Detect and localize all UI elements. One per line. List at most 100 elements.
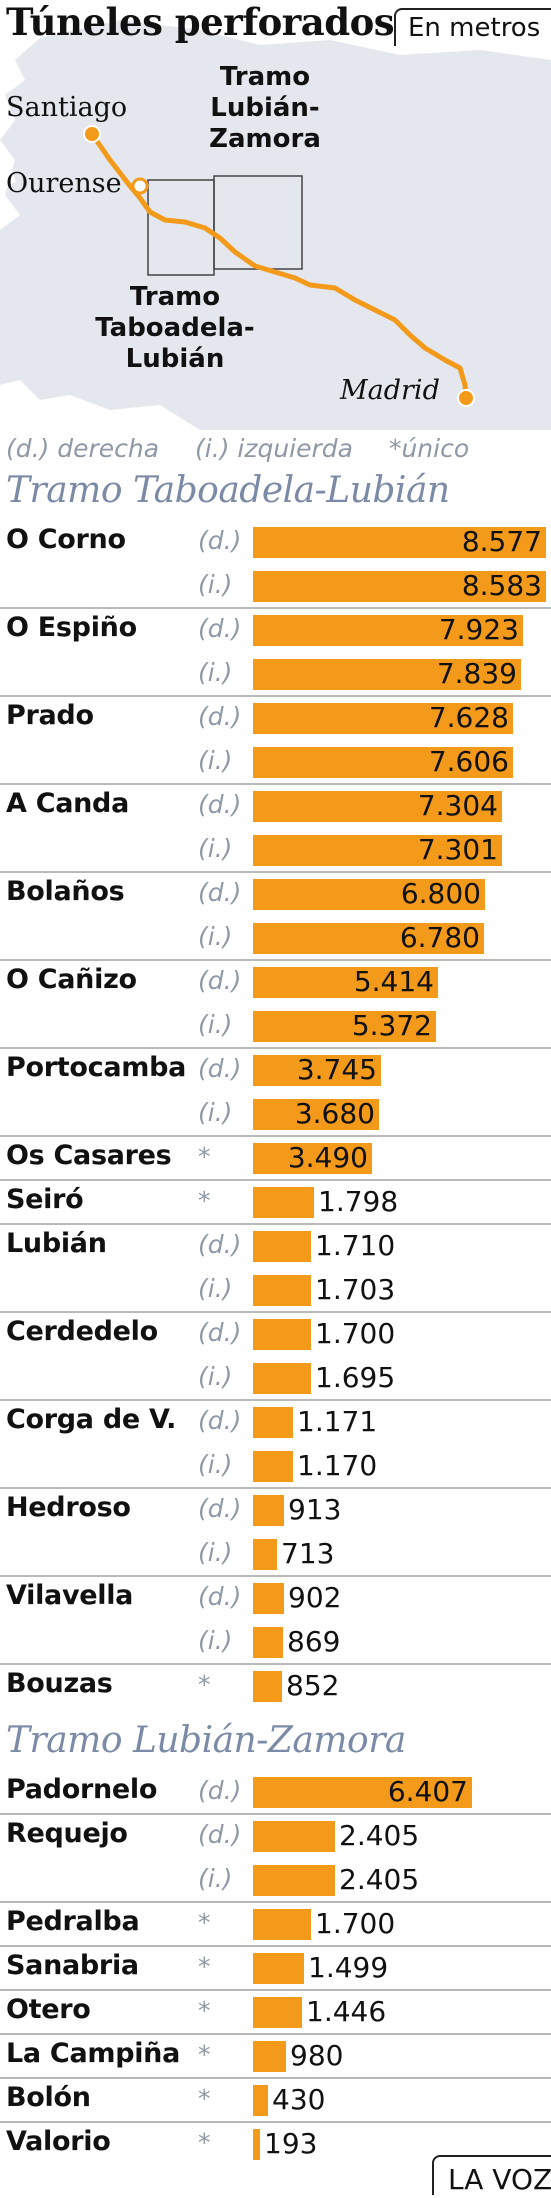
data-label: 2.405 xyxy=(339,1863,420,1896)
tunnel-name: Valorio xyxy=(6,2126,111,2157)
tramo-label-line: Tramo xyxy=(129,282,221,312)
table-row: O Cañizo (d.) 5.414 xyxy=(0,960,551,1004)
table-row: A Canda (d.) 7.304 xyxy=(0,784,551,828)
bar xyxy=(253,1953,304,1984)
bore-side: (d.) xyxy=(198,526,242,555)
table-row: Valorio * 193 xyxy=(0,2122,551,2166)
bore-side: (d.) xyxy=(198,1230,242,1259)
bore-side: * xyxy=(198,1142,211,1171)
row-divider xyxy=(0,607,551,609)
data-label: 8.577 xyxy=(461,525,542,558)
table-row: (i.) 5.372 xyxy=(0,1004,551,1048)
table-row: (i.) 7.606 xyxy=(0,740,551,784)
data-label: 7.606 xyxy=(428,745,509,778)
row-divider xyxy=(0,2033,551,2035)
row-divider xyxy=(0,1945,551,1947)
section-title: Tramo Taboadela-Lubián xyxy=(6,470,450,511)
tramo-label-line: Zamora xyxy=(209,124,321,154)
data-label: 430 xyxy=(272,2083,326,2116)
data-label: 1.499 xyxy=(308,1951,389,1984)
bar xyxy=(253,1319,311,1350)
bore-side: (i.) xyxy=(198,1538,233,1567)
row-divider xyxy=(0,1487,551,1489)
table-row: La Campiña * 980 xyxy=(0,2034,551,2078)
bar xyxy=(253,703,513,734)
table-row: (i.) 1.170 xyxy=(0,1444,551,1488)
bore-side: (d.) xyxy=(198,1406,242,1435)
bar xyxy=(253,967,438,998)
legend: (d.) derecha (i.) izquierda *único xyxy=(6,434,497,463)
tunnel-name: A Canda xyxy=(6,788,129,819)
table-row: (i.) 6.780 xyxy=(0,916,551,960)
section-title: Tramo Lubián-Zamora xyxy=(6,1720,406,1761)
table-row: Sanabria * 1.499 xyxy=(0,1946,551,1990)
table-row: Seiró * 1.798 xyxy=(0,1180,551,1224)
legend-right: (d.) derecha xyxy=(6,434,160,463)
row-divider xyxy=(0,1135,551,1137)
bar xyxy=(253,2129,260,2160)
table-row: Requejo (d.) 2.405 xyxy=(0,1814,551,1858)
row-divider xyxy=(0,1663,551,1665)
bar xyxy=(253,1997,302,2028)
bore-side: (d.) xyxy=(198,1820,242,1849)
data-label: 7.839 xyxy=(436,657,517,690)
bar xyxy=(253,879,485,910)
city-dot-madrid xyxy=(457,389,475,407)
row-divider xyxy=(0,1223,551,1225)
bar xyxy=(253,1275,311,1306)
city-dot-ourense xyxy=(131,177,149,195)
bar xyxy=(253,1671,282,1702)
table-row: Os Casares * 3.490 xyxy=(0,1136,551,1180)
bar xyxy=(253,2041,286,2072)
row-divider xyxy=(0,1047,551,1049)
row-divider xyxy=(0,1813,551,1815)
city-label-madrid: Madrid xyxy=(340,375,440,406)
row-divider xyxy=(0,2121,551,2123)
legend-single: *único xyxy=(388,434,470,463)
tunnel-name: O Corno xyxy=(6,524,126,555)
table-row: Pedralba * 1.700 xyxy=(0,1902,551,1946)
tunnel-name: Requejo xyxy=(6,1818,128,1849)
data-label: 6.407 xyxy=(387,1775,468,1808)
bore-side: (d.) xyxy=(198,1318,242,1347)
data-label: 852 xyxy=(286,1669,340,1702)
bore-side: (i.) xyxy=(198,1450,233,1479)
table-row: (i.) 869 xyxy=(0,1620,551,1664)
bore-side: * xyxy=(198,2128,211,2157)
tunnel-name: Vilavella xyxy=(6,1580,134,1611)
data-label: 6.800 xyxy=(400,877,481,910)
bore-side: (i.) xyxy=(198,1274,233,1303)
data-label: 7.304 xyxy=(417,789,498,822)
bore-side: (d.) xyxy=(198,790,242,819)
tunnel-name: O Espiño xyxy=(6,612,137,643)
bar xyxy=(253,1865,335,1896)
bore-side: (i.) xyxy=(198,1626,233,1655)
table-row: O Espiño (d.) 7.923 xyxy=(0,608,551,652)
bar xyxy=(253,1011,436,1042)
data-label: 1.695 xyxy=(315,1361,396,1394)
tunnel-name: Pedralba xyxy=(6,1906,140,1937)
data-label: 1.710 xyxy=(315,1229,396,1262)
bore-side: * xyxy=(198,2040,211,2069)
tunnel-name: Otero xyxy=(6,1994,91,2025)
bar xyxy=(253,1821,335,1852)
data-label: 980 xyxy=(290,2039,344,2072)
table-row: Cerdedelo (d.) 1.700 xyxy=(0,1312,551,1356)
table-row: (i.) 2.405 xyxy=(0,1858,551,1902)
data-label: 1.700 xyxy=(315,1907,396,1940)
tunnel-name: La Campiña xyxy=(6,2038,181,2069)
tunnel-name: Lubián xyxy=(6,1228,107,1259)
source-label: LA VOZ xyxy=(432,2155,551,2196)
bore-side: (d.) xyxy=(198,702,242,731)
bar xyxy=(253,571,546,602)
bar xyxy=(253,1231,311,1262)
data-label: 1.171 xyxy=(297,1405,378,1438)
table-row: (i.) 1.695 xyxy=(0,1356,551,1400)
bore-side: * xyxy=(198,2084,211,2113)
table-row: (i.) 3.680 xyxy=(0,1092,551,1136)
bar xyxy=(253,1627,283,1658)
bar xyxy=(253,747,513,778)
table-row: O Corno (d.) 8.577 xyxy=(0,520,551,564)
data-label: 1.798 xyxy=(318,1185,399,1218)
bar xyxy=(253,1187,314,1218)
